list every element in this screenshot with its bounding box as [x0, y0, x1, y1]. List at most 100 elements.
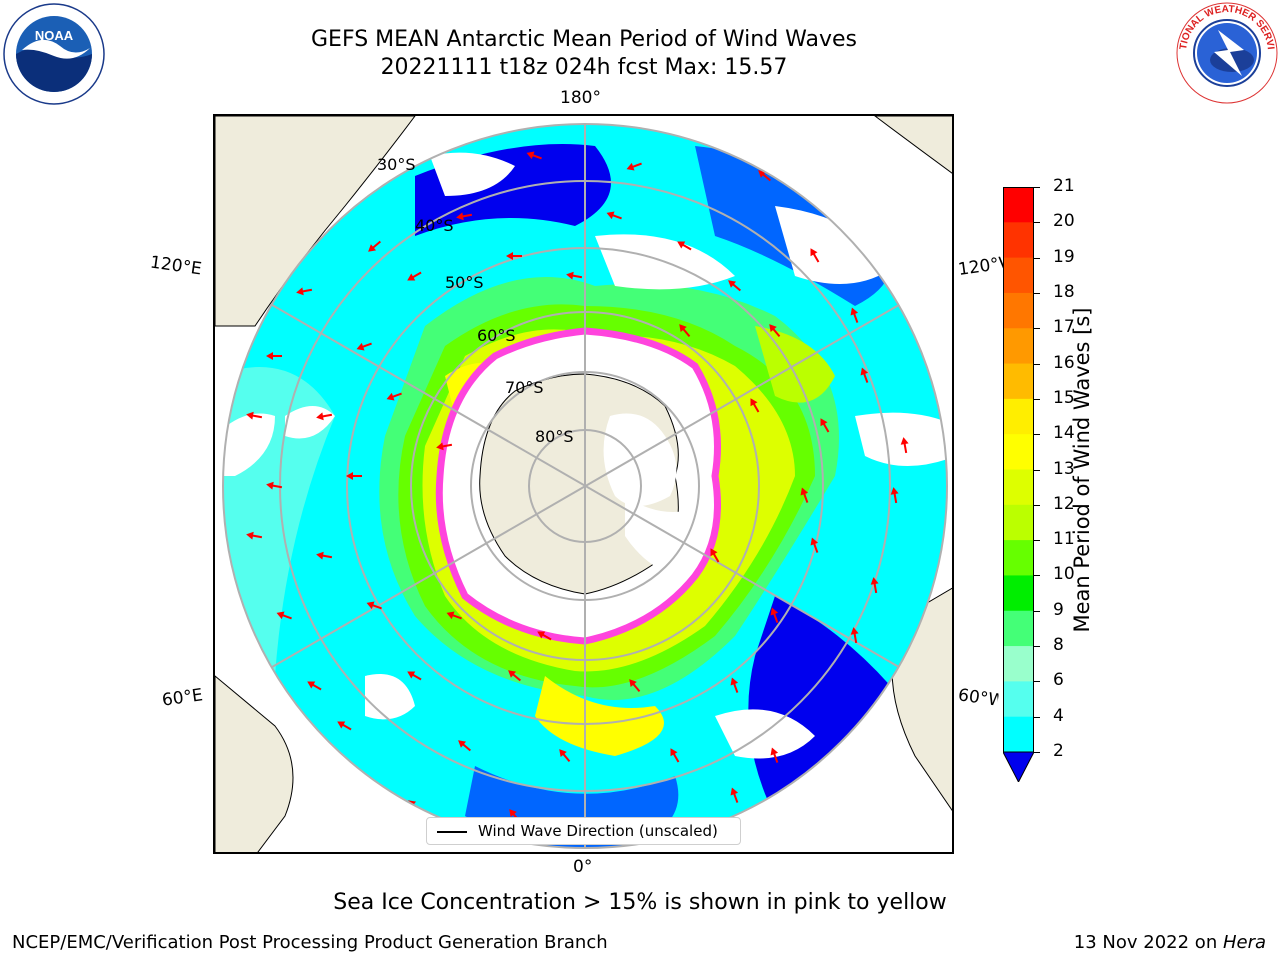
colorbar-bin — [1003, 681, 1034, 718]
colorbar-tick-mark — [1034, 504, 1040, 506]
wave-arrow-icon — [386, 392, 402, 401]
wave-arrow-icon — [670, 748, 680, 763]
wave-arrow-icon — [850, 627, 859, 644]
wave-arrow-icon — [810, 537, 819, 553]
lon-label-120e: 120°E — [148, 252, 203, 280]
wave-arrow-icon — [730, 677, 739, 693]
lat-label-60s: 60°S — [477, 326, 516, 345]
colorbar-bin — [1003, 187, 1034, 223]
lon-label-0: 0° — [573, 857, 593, 877]
colorbar-tick-label: 12 — [1053, 493, 1075, 514]
colorbar-tick-label: 8 — [1053, 635, 1064, 656]
wave-arrow-icon — [337, 721, 352, 731]
wave-arrow-icon — [266, 352, 282, 360]
wave-direction-arrows — [246, 151, 909, 833]
wave-arrow-icon — [750, 398, 760, 413]
wave-arrow-icon — [710, 548, 720, 563]
colorbar-tick-label: 18 — [1053, 281, 1075, 302]
colorbar-label: Mean Period of Wind Waves [s] — [1070, 307, 1094, 633]
wave-arrow-icon — [769, 324, 781, 338]
colorbar-bin — [1003, 610, 1034, 647]
legend-line-icon — [437, 831, 467, 833]
lat-label-30s: 30°S — [377, 155, 416, 174]
land-corners — [215, 116, 952, 852]
colorbar-tick-mark — [1034, 328, 1040, 330]
wave-arrow-icon — [900, 437, 909, 454]
footer-credit: NCEP/EMC/Verification Post Processing Pr… — [12, 932, 608, 953]
colorbar-tick-label: 15 — [1053, 387, 1075, 408]
colorbar-tick-label: 11 — [1053, 529, 1075, 550]
colorbar-bin — [1003, 434, 1034, 470]
sea-ice-note: Sea Ice Concentration > 15% is shown in … — [0, 890, 1280, 915]
wave-arrow-icon — [728, 280, 742, 292]
wave-arrow-icon — [407, 271, 422, 281]
colorbar-tick-mark — [1034, 257, 1040, 259]
legend-label: Wind Wave Direction (unscaled) — [478, 822, 718, 840]
colorbar-tick-label: 13 — [1053, 458, 1075, 479]
colorbar-tick-mark — [1034, 398, 1040, 400]
noaa-logo-text: NOAA — [35, 28, 74, 43]
wave-arrow-icon — [366, 601, 382, 610]
colorbar-tick-label: 6 — [1053, 670, 1064, 691]
colorbar-bin — [1003, 257, 1034, 294]
colorbar-tick-label: 4 — [1053, 705, 1064, 726]
colorbar-tick-mark — [1034, 469, 1040, 471]
wave-arrow-icon — [566, 271, 583, 280]
colorbar-tick-label: 19 — [1053, 246, 1075, 267]
colorbar-bin — [1003, 292, 1034, 329]
wave-arrow-icon — [537, 631, 552, 641]
colorbar-bin — [1003, 646, 1034, 682]
colorbar-bin — [1003, 222, 1034, 259]
colorbar-tick-mark — [1034, 292, 1040, 294]
wave-arrow-icon — [246, 411, 263, 420]
colorbar-tick-mark — [1034, 646, 1040, 648]
lat-label-40s: 40°S — [415, 216, 454, 235]
chart-subtitle: 20221111 t18z 024h fcst Max: 15.57 — [380, 55, 788, 80]
colorbar-tick-mark — [1034, 363, 1040, 365]
nws-logo-icon: NATIONAL WEATHER SERVICE — [1174, 0, 1278, 104]
wave-arrow-icon — [508, 670, 522, 682]
map-boundary — [222, 123, 948, 849]
colorbar-bin — [1003, 540, 1034, 576]
wave-arrow-icon — [810, 248, 820, 263]
colorbar-bin — [1003, 716, 1034, 753]
colorbar-bin — [1003, 504, 1034, 541]
wave-arrow-icon — [307, 681, 322, 691]
colorbar-bin — [1003, 469, 1034, 506]
chart-title: GEFS MEAN Antarctic Mean Period of Wind … — [311, 27, 857, 52]
colorbar-tick-label: 20 — [1053, 211, 1075, 232]
polar-map: 30°S 40°S 50°S 60°S 70°S 80°S — [213, 114, 954, 854]
colorbar-tick-mark — [1034, 187, 1040, 188]
wave-arrow-icon — [316, 551, 333, 560]
wave-arrow-icon — [266, 481, 283, 490]
wave-arrow-icon — [456, 212, 473, 221]
wave-arrow-icon — [296, 287, 313, 296]
lat-label-70s: 70°S — [505, 378, 544, 397]
wave-arrow-icon — [730, 787, 739, 803]
wave-arrow-icon — [860, 367, 869, 383]
colorbar-tick-mark — [1034, 434, 1040, 436]
colorbar-tick-mark — [1034, 681, 1040, 683]
lon-label-180: 180° — [560, 88, 601, 108]
wave-arrow-icon — [407, 671, 422, 681]
wave-arrow-icon — [346, 472, 362, 480]
lon-label-60e: 60°E — [160, 685, 205, 711]
colorbar-tick-label: 14 — [1053, 423, 1075, 444]
lat-label-80s: 80°S — [535, 427, 574, 446]
wave-arrow-icon — [890, 487, 899, 504]
colorbar-tick-mark — [1034, 752, 1040, 753]
colorbar-outline — [1003, 187, 1034, 753]
wave-arrow-icon — [368, 240, 382, 252]
colorbar-bin — [1003, 575, 1034, 612]
colorbar-tick-label: 10 — [1053, 564, 1075, 585]
wave-arrow-icon — [626, 162, 642, 171]
wave-arrow-icon — [770, 747, 779, 763]
colorbar-bin — [1003, 328, 1034, 365]
wave-arrow-icon — [356, 342, 372, 351]
wave-arrow-icon — [850, 307, 859, 323]
colorbar-tick-mark — [1034, 540, 1040, 542]
colorbar-tick-mark — [1034, 716, 1040, 718]
wave-arrow-icon — [458, 740, 472, 752]
sea-ice-note-text: Sea Ice Concentration > 15% is shown in … — [333, 890, 947, 915]
colorbar-bin — [1003, 363, 1034, 400]
